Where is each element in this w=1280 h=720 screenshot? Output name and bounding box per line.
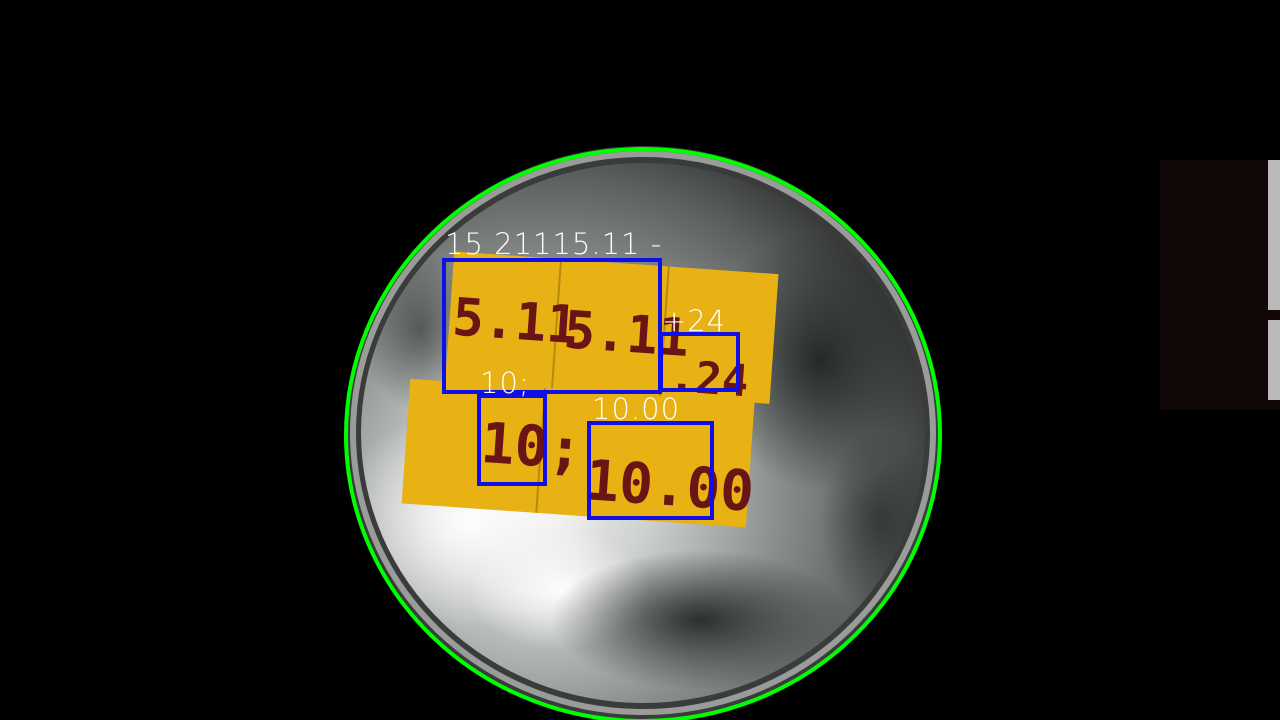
tag-strip-top (445, 251, 779, 404)
detection-box (587, 421, 714, 520)
tag-text-4: 10; (479, 411, 584, 483)
background-edge (1268, 160, 1280, 310)
background-edge (1268, 320, 1280, 400)
detection-box (442, 258, 662, 394)
dish-detection-ring (344, 147, 942, 720)
detection-box (659, 332, 740, 392)
price-tags: 5.11 5.11 .24 10; 10.00 (401, 251, 779, 528)
detection-label: +24 (662, 304, 727, 338)
tag-text-5: 10.00 (583, 448, 756, 525)
detection-label: 15 21115.11 - (445, 227, 663, 261)
detection-box (477, 394, 547, 486)
detection-label: 10.00 (592, 392, 681, 426)
dish-contents: 5.11 5.11 .24 10; 10.00 (361, 230, 925, 690)
detection-label: 10; (480, 366, 530, 400)
dish-rim-highlight (350, 151, 936, 715)
background-object (1160, 160, 1280, 410)
tag-strip-bottom (401, 378, 755, 528)
tag-text-1: 5.11 (451, 288, 580, 357)
